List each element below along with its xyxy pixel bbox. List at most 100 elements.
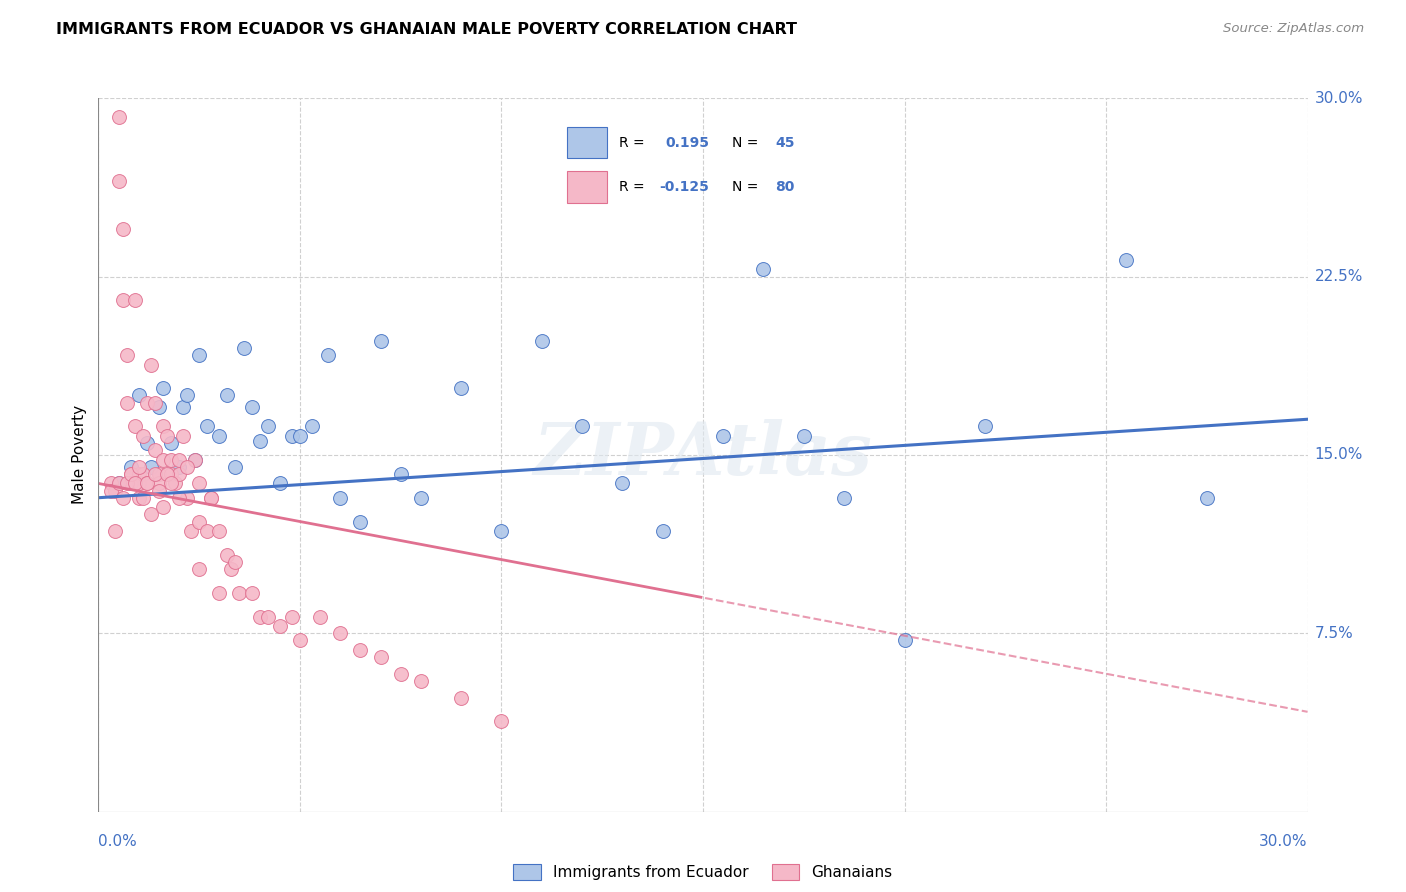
Point (120, 467, 142, 481)
Point (217, 548, 239, 562)
Text: N =: N = (733, 180, 763, 194)
Point (195, 524, 218, 538)
Point (124, 476, 146, 491)
Point (309, 609, 332, 624)
Text: ZIPAtlas: ZIPAtlas (534, 419, 872, 491)
Point (1115, 252, 1137, 267)
Point (100, 483, 122, 498)
Point (612, 476, 634, 491)
Point (143, 395, 166, 409)
Point (217, 388, 239, 402)
Point (160, 467, 183, 481)
Point (491, 524, 513, 538)
Point (139, 508, 162, 522)
Text: Source: ZipAtlas.com: Source: ZipAtlas.com (1223, 22, 1364, 36)
Point (180, 524, 202, 538)
Point (143, 443, 166, 458)
Text: 15.0%: 15.0% (1315, 448, 1362, 462)
Point (120, 467, 142, 481)
Point (152, 381, 174, 395)
Point (224, 459, 246, 474)
Point (120, 476, 142, 491)
Point (103, 483, 125, 498)
Point (132, 429, 155, 443)
Point (184, 452, 207, 467)
Point (111, 222, 134, 236)
Point (711, 429, 734, 443)
Text: 7.5%: 7.5% (1315, 626, 1354, 640)
Text: R =: R = (619, 180, 648, 194)
Point (200, 491, 222, 505)
Point (370, 334, 392, 348)
Point (148, 483, 170, 498)
Point (128, 388, 150, 402)
Point (107, 110, 129, 124)
Point (107, 174, 129, 188)
Point (156, 467, 179, 481)
Point (228, 586, 250, 600)
Point (167, 452, 190, 467)
Point (167, 491, 190, 505)
Point (115, 395, 138, 409)
Text: 30.0%: 30.0% (1260, 834, 1308, 849)
Text: 80: 80 (776, 180, 794, 194)
Y-axis label: Male Poverty: Male Poverty (72, 405, 87, 505)
Point (208, 524, 231, 538)
Point (107, 476, 129, 491)
Point (349, 515, 371, 529)
Point (115, 476, 138, 491)
Point (974, 419, 997, 434)
Point (188, 515, 211, 529)
Text: IMMIGRANTS FROM ECUADOR VS GHANAIAN MALE POVERTY CORRELATION CHART: IMMIGRANTS FROM ECUADOR VS GHANAIAN MALE… (56, 22, 797, 37)
Text: -0.125: -0.125 (659, 180, 710, 194)
Point (160, 452, 183, 467)
Point (156, 429, 179, 443)
FancyBboxPatch shape (567, 171, 607, 203)
Point (301, 419, 323, 434)
Point (135, 476, 157, 491)
Point (389, 467, 412, 481)
Point (752, 262, 775, 277)
Point (208, 586, 231, 600)
Text: 45: 45 (776, 136, 794, 150)
Point (163, 476, 186, 491)
Point (249, 609, 271, 624)
Point (100, 476, 122, 491)
Point (281, 429, 304, 443)
Point (269, 619, 291, 633)
Legend: Immigrants from Ecuador, Ghanaians: Immigrants from Ecuador, Ghanaians (508, 858, 898, 886)
Point (221, 562, 243, 576)
Point (176, 388, 198, 402)
Point (135, 476, 157, 491)
Point (281, 609, 304, 624)
Point (288, 429, 311, 443)
Point (893, 633, 915, 648)
Point (450, 690, 472, 705)
Point (139, 459, 162, 474)
Point (148, 401, 170, 415)
Point (409, 673, 432, 688)
Point (195, 419, 218, 434)
Text: R =: R = (619, 136, 648, 150)
Text: 30.0%: 30.0% (1315, 91, 1362, 105)
Point (135, 395, 157, 409)
Point (349, 643, 371, 657)
Point (240, 401, 263, 415)
Point (107, 476, 129, 491)
Point (172, 401, 194, 415)
FancyBboxPatch shape (567, 127, 607, 159)
Point (176, 491, 198, 505)
Point (160, 476, 183, 491)
Point (176, 459, 198, 474)
Point (491, 714, 513, 729)
Point (389, 666, 412, 681)
Point (188, 348, 211, 362)
Point (832, 491, 855, 505)
Point (124, 293, 146, 308)
Point (269, 476, 291, 491)
Point (316, 348, 339, 362)
Point (288, 633, 311, 648)
Point (152, 500, 174, 515)
Point (329, 626, 352, 640)
Point (143, 467, 166, 481)
